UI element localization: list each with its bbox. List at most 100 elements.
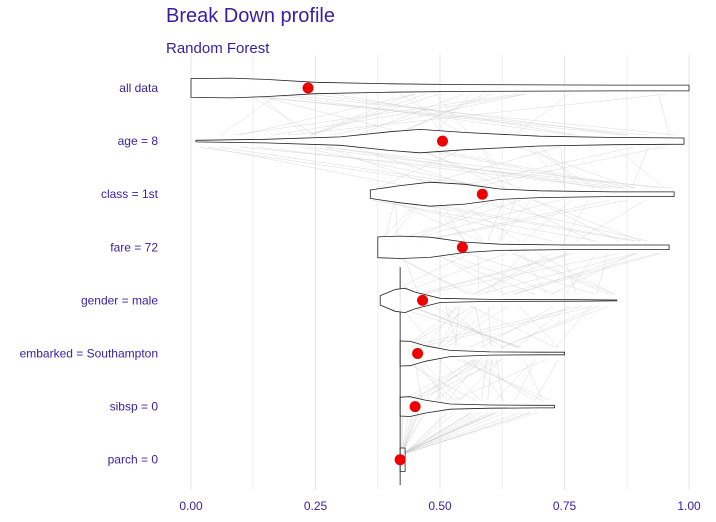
trace-line (275, 93, 678, 136)
trace-line (233, 93, 519, 136)
trace-line (565, 253, 597, 295)
trace-line (400, 359, 476, 401)
trace-line (405, 306, 473, 348)
trace-line (401, 412, 403, 454)
trace-line (400, 412, 493, 454)
point-6 (409, 401, 421, 413)
trace-line (418, 146, 636, 189)
x-tick-label: 1.00 (677, 499, 701, 513)
trace-line (401, 412, 424, 454)
trace-line (379, 199, 553, 242)
trace-line (511, 253, 610, 295)
trace-line (522, 200, 572, 242)
point-3 (456, 241, 468, 253)
trace-line (300, 146, 490, 189)
trace-line (308, 146, 623, 189)
point-1 (436, 135, 448, 147)
trace-line (485, 253, 525, 295)
trace-line (388, 200, 422, 242)
trace-line (383, 200, 396, 242)
trace-line (387, 253, 473, 295)
point-5 (412, 348, 424, 359)
trace-line (207, 146, 418, 189)
trace-line (404, 412, 449, 454)
trace-line (472, 199, 649, 242)
trace-line (273, 93, 526, 136)
trace-line (534, 199, 642, 242)
grid-layer (190, 55, 690, 490)
y-label-2: class = 1st (101, 187, 159, 201)
trace-line (399, 93, 465, 136)
trace-line (470, 306, 556, 348)
trace-line (658, 93, 670, 136)
trace-line (433, 93, 471, 136)
chart-title: Break Down profile (166, 5, 335, 27)
chart-subtitle: Random Forest (166, 40, 270, 57)
y-label-5: embarked = Southampton (20, 347, 158, 361)
trace-line (522, 253, 547, 295)
trace-line (481, 146, 505, 189)
trace-line (404, 306, 459, 348)
trace-line (451, 200, 483, 242)
trace-line (310, 93, 440, 136)
trace-line (477, 253, 480, 295)
point-layer (302, 82, 488, 466)
trace-line (410, 146, 626, 189)
trace-line (391, 93, 492, 136)
trace-line (436, 306, 477, 348)
trace-line (239, 93, 416, 136)
violin-2 (369, 181, 675, 207)
trace-line (487, 200, 505, 242)
trace-line (435, 93, 470, 136)
trace-line (408, 359, 455, 401)
violin-5 (399, 340, 565, 367)
trace-line (411, 306, 520, 348)
x-tick-label: 0.50 (428, 499, 452, 513)
trace-line (550, 253, 635, 295)
y-label-1: age = 8 (118, 134, 159, 148)
trace-line (530, 146, 595, 189)
trace-line (496, 359, 503, 401)
trace-line (487, 306, 492, 348)
trace-line (365, 93, 368, 136)
trace-line (326, 146, 661, 189)
point-2 (476, 188, 488, 200)
trace-line (415, 146, 504, 189)
trace-line (311, 93, 426, 136)
trace-line (377, 146, 467, 189)
trace-line (219, 146, 496, 189)
trace-line (422, 253, 620, 295)
y-label-0: all data (119, 81, 158, 95)
trace-line (523, 359, 544, 401)
trace-line (309, 93, 414, 136)
trace-line (392, 199, 521, 242)
trace-line (478, 253, 636, 295)
trace-line (402, 199, 560, 242)
trace-line (401, 412, 415, 454)
trace-line (450, 146, 634, 189)
trace-line (401, 412, 521, 454)
trace-line (406, 199, 640, 242)
trace-line (614, 146, 665, 189)
trace-line (518, 146, 635, 189)
trace-line (540, 146, 583, 189)
trace-line (487, 359, 492, 401)
trace-line (437, 359, 442, 401)
trace-line (257, 146, 612, 189)
trace-line (220, 93, 279, 136)
trace-line (481, 359, 488, 401)
trace-line (230, 93, 649, 136)
trace-lines (199, 93, 678, 485)
x-tick-label: 0.25 (304, 499, 328, 513)
trace-line (420, 253, 576, 295)
trace-line (416, 253, 570, 295)
trace-line (445, 253, 556, 295)
trace-line (533, 199, 620, 242)
trace-line (431, 253, 536, 295)
trace-line (482, 146, 513, 189)
trace-line (480, 306, 554, 348)
trace-line (475, 306, 485, 348)
trace-line (513, 253, 615, 295)
violin-4 (379, 287, 618, 314)
